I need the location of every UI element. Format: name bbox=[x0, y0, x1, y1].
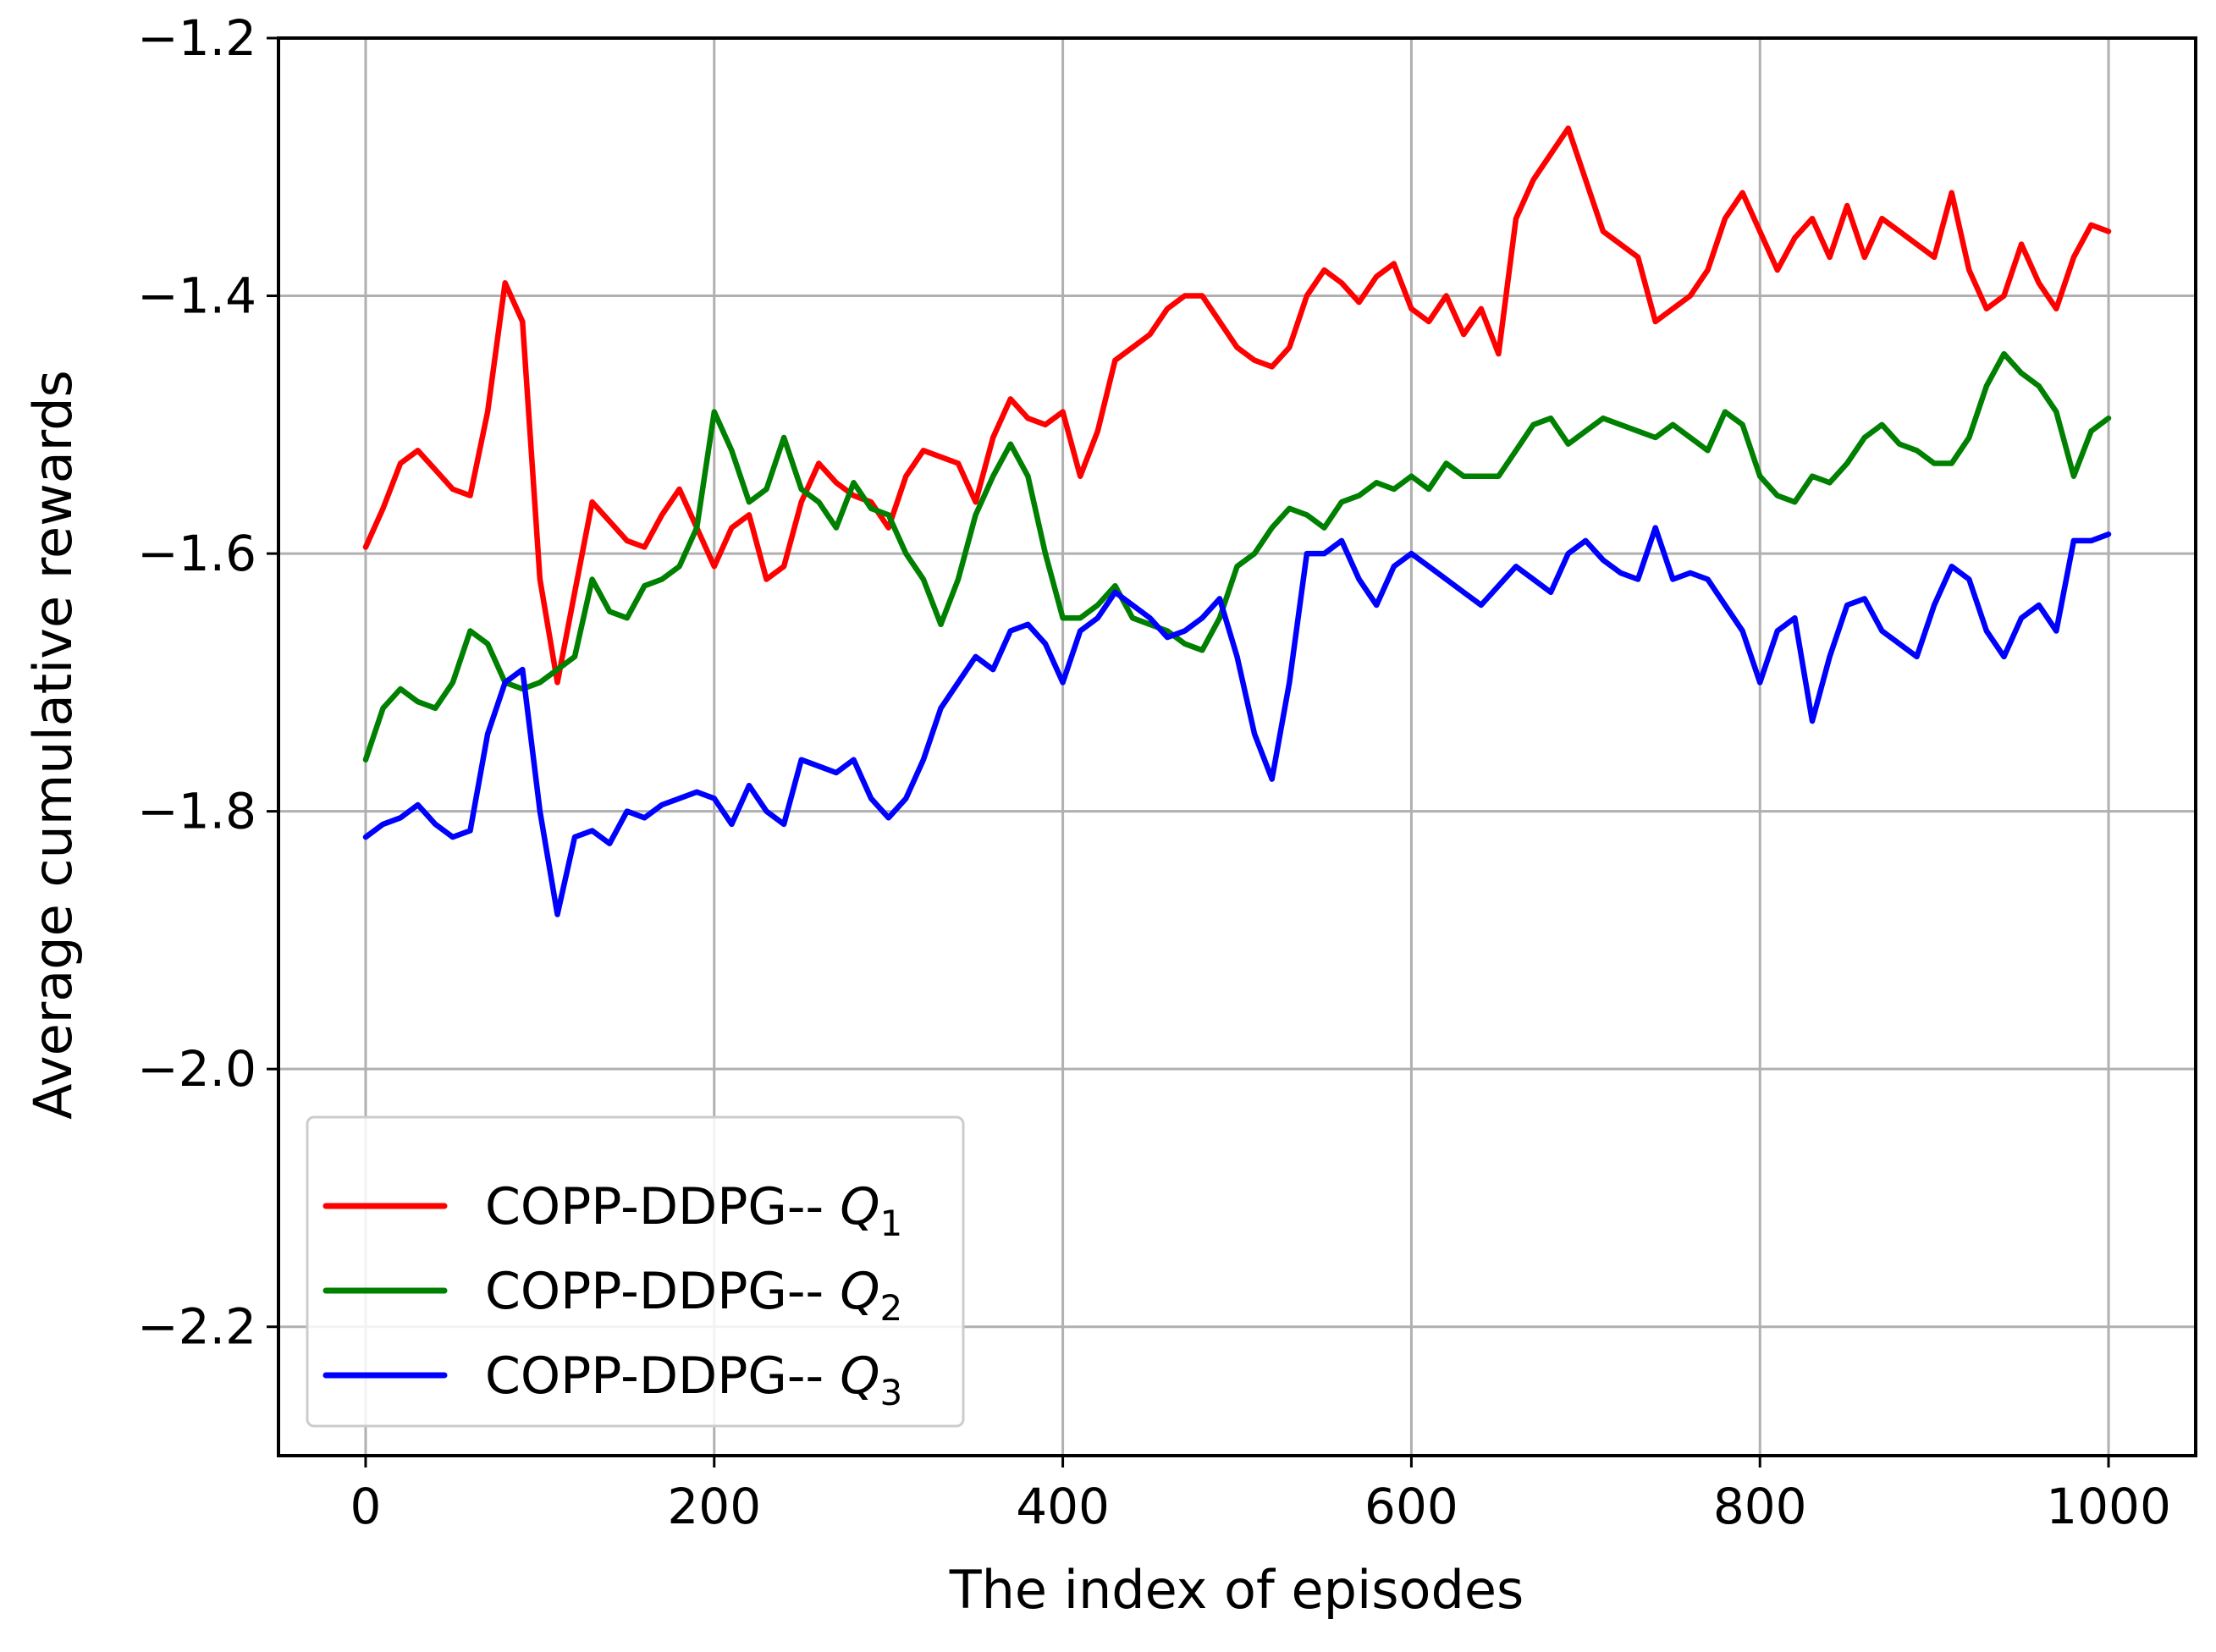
series-line-q3 bbox=[362, 525, 2112, 917]
plot-frame bbox=[277, 36, 2197, 1457]
series-lines bbox=[362, 125, 2112, 917]
legend-entry-label: COPP-DDPG-- bbox=[485, 1346, 840, 1406]
legend-entry-q2: COPP-DDPG-- Q2 bbox=[485, 1262, 902, 1329]
x-tick-label: 0 bbox=[350, 1478, 382, 1535]
x-axis-ticks: 0 200 400 600 800 1000 bbox=[350, 1456, 2171, 1535]
legend-entry-subscript: 2 bbox=[880, 1287, 903, 1329]
legend-entry-symbol: Q bbox=[840, 1262, 879, 1321]
legend-box bbox=[306, 1115, 965, 1428]
series-line-q1 bbox=[362, 125, 2112, 686]
legend-entry-label: COPP-DDPG-- bbox=[485, 1177, 840, 1236]
x-tick-label: 200 bbox=[667, 1478, 761, 1535]
y-tick-label: −1.2 bbox=[137, 9, 256, 67]
y-tick-label: −1.6 bbox=[137, 525, 256, 582]
y-tick-label: −1.8 bbox=[137, 783, 256, 840]
x-tick-label: 400 bbox=[1016, 1478, 1110, 1535]
legend-entry-q1: COPP-DDPG-- Q1 bbox=[485, 1177, 902, 1244]
x-tick-label: 600 bbox=[1364, 1478, 1458, 1535]
legend-entry-symbol: Q bbox=[840, 1177, 879, 1236]
legend-entry-subscript: 1 bbox=[880, 1203, 903, 1244]
y-axis-label: Average cumulative rewards bbox=[22, 370, 84, 1120]
legend-entry-label: COPP-DDPG-- bbox=[485, 1262, 840, 1321]
x-axis-label: The index of episodes bbox=[949, 1559, 1524, 1621]
y-tick-label: −2.2 bbox=[137, 1298, 256, 1356]
x-tick-label: 800 bbox=[1713, 1478, 1807, 1535]
y-axis-ticks: −2.2 −2.0 −1.8 −1.6 −1.4 −1.2 bbox=[137, 9, 278, 1356]
legend-entry-subscript: 3 bbox=[880, 1372, 903, 1413]
legend-entry-q3: COPP-DDPG-- Q3 bbox=[485, 1346, 902, 1413]
x-tick-label: 1000 bbox=[2046, 1478, 2171, 1535]
y-tick-label: −1.4 bbox=[137, 267, 256, 325]
legend-entry-symbol: Q bbox=[840, 1346, 879, 1406]
y-tick-label: −2.0 bbox=[137, 1040, 256, 1098]
series-line-q2 bbox=[362, 350, 2112, 763]
